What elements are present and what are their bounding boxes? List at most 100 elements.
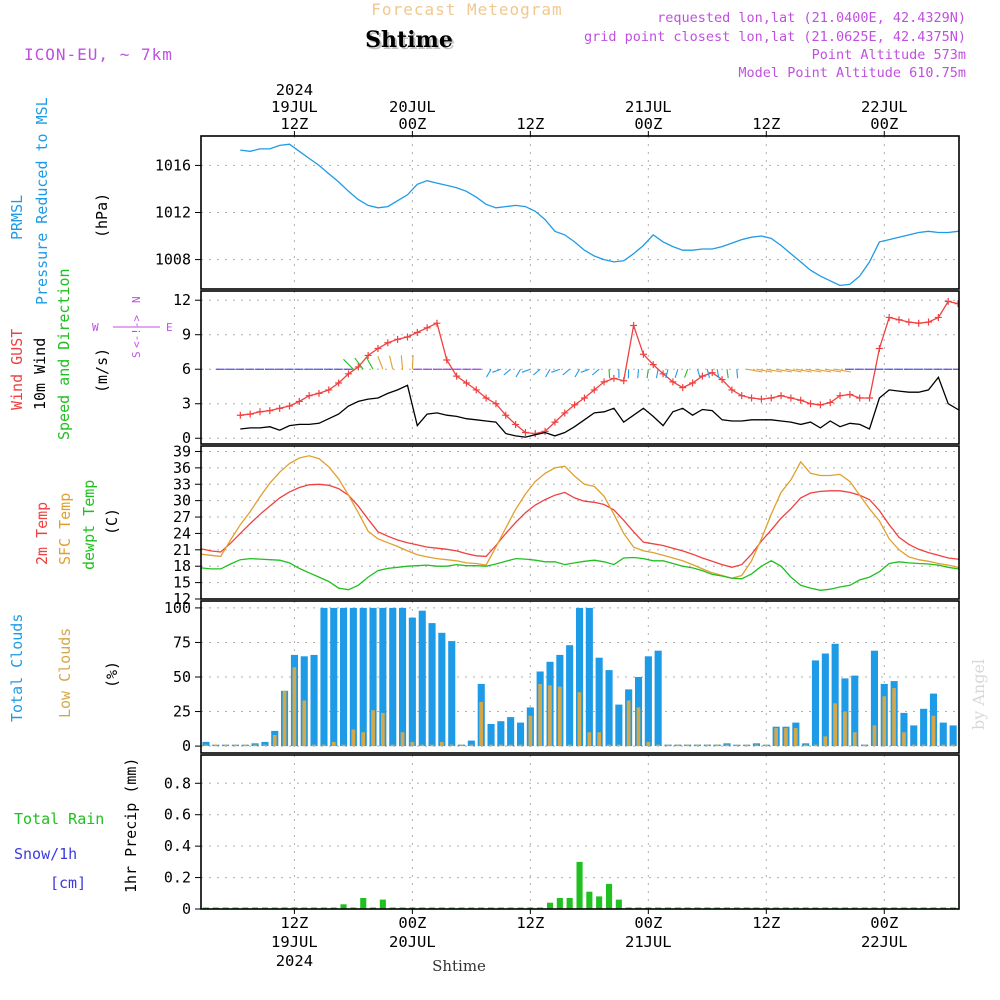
label-total-rain: Total Rain: [14, 810, 104, 828]
gust-marker: [846, 391, 854, 399]
wind-direction-arrow: [591, 368, 600, 376]
label-c: (C): [103, 508, 121, 535]
bar-low-clouds: [971, 745, 975, 747]
bar-low-clouds: [410, 741, 415, 746]
bar-total-clouds: [615, 704, 623, 747]
gust-marker: [836, 392, 844, 400]
bar-low-clouds: [951, 744, 955, 747]
bar-low-clouds: [813, 744, 818, 747]
bar-total-clouds: [349, 607, 357, 747]
bar-low-clouds: [744, 744, 749, 747]
gust-marker: [512, 420, 520, 428]
bar-total-clouds: [939, 722, 947, 747]
y-tick-label: 36: [173, 459, 191, 477]
bar-rain: [615, 899, 622, 909]
bar-total-clouds: [654, 650, 662, 746]
wind-direction-arrow: [746, 368, 763, 373]
bar-low-clouds: [390, 744, 395, 747]
gust-marker: [521, 428, 529, 436]
y-tick-label: 27: [173, 508, 191, 526]
bar-low-clouds: [715, 744, 719, 747]
bar-low-clouds: [695, 744, 700, 747]
gust-marker: [295, 397, 303, 405]
bar-low-clouds: [449, 744, 454, 747]
panel-label-precip: Total Rain Snow/1h [cm] 1hr Precip (mm): [14, 758, 140, 893]
bar-total-clouds: [910, 725, 918, 747]
gust-marker: [787, 394, 795, 402]
gust-marker: [738, 392, 746, 400]
gust-marker: [285, 402, 293, 410]
y-tick-label: 12: [173, 291, 191, 309]
series-line-pressure: [240, 143, 959, 287]
bar-low-clouds: [538, 683, 542, 747]
y-tick-label: 15: [173, 574, 191, 592]
panel-label-temp: 2m Temp SFC Temp dewpt Temp (C): [33, 480, 121, 570]
y-tick-label: 3: [182, 395, 191, 413]
wind-direction-arrow: [736, 369, 739, 379]
bar-low-clouds: [734, 744, 739, 747]
bar-rain: [989, 908, 995, 910]
top-time-label: 2024: [276, 81, 313, 99]
bar-low-clouds: [636, 707, 641, 747]
gust-marker: [374, 345, 382, 353]
bar-low-clouds: [676, 744, 680, 747]
label-total-clouds: Total Clouds: [8, 614, 26, 722]
bar-total-clouds: [605, 670, 613, 747]
wind-direction-arrow: [665, 369, 669, 379]
bar-rain: [980, 908, 986, 910]
gust-marker: [590, 386, 598, 394]
label-hpa: (hPa): [93, 193, 111, 238]
gust-marker: [492, 400, 500, 408]
gust-marker: [482, 394, 490, 402]
bar-total-clouds: [389, 607, 397, 747]
bar-low-clouds: [961, 745, 965, 747]
y-tick-label: 24: [173, 524, 191, 542]
bar-low-clouds: [872, 725, 877, 747]
bar-low-clouds: [843, 711, 847, 746]
label-precip-mm: 1hr Precip (mm): [122, 758, 140, 893]
bar-total-clouds: [851, 675, 859, 747]
wind-direction-arrow: [521, 368, 531, 373]
bar-low-clouds: [793, 728, 798, 747]
gust-marker: [433, 319, 441, 327]
bar-rain: [606, 883, 613, 909]
bar-low-clouds: [666, 744, 670, 747]
bar-total-clouds: [438, 632, 446, 747]
top-time-label: 00Z: [398, 115, 426, 133]
bar-low-clouds: [243, 744, 248, 747]
gust-marker: [905, 318, 913, 326]
wind-direction-arrow: [545, 368, 551, 378]
gust-marker: [718, 376, 726, 384]
series-group: [202, 861, 995, 910]
series-group: [201, 455, 959, 591]
wind-direction-arrow: [354, 357, 364, 370]
bar-low-clouds: [764, 744, 769, 747]
bottom-time-label: 21JUL: [625, 933, 672, 951]
bottom-time-label: 22JUL: [861, 933, 908, 951]
bar-low-clouds: [941, 744, 946, 747]
bar-low-clouds: [341, 744, 346, 747]
bar-low-clouds: [784, 728, 788, 747]
bar-low-clouds: [499, 744, 503, 747]
gust-marker: [964, 331, 971, 338]
gust-marker: [325, 386, 333, 394]
gust-marker: [915, 319, 923, 327]
gust-marker: [944, 297, 952, 305]
panel-3: 0 25 50 75 100: [164, 599, 975, 755]
gust-marker: [335, 379, 343, 387]
bar-low-clouds: [263, 744, 267, 747]
bottom-time-label: 12Z: [280, 914, 308, 932]
wind-direction-arrow: [756, 368, 773, 373]
gust-marker: [443, 356, 451, 364]
gust-marker: [934, 313, 942, 321]
bottom-time-label: 00Z: [870, 914, 898, 932]
gust-marker: [856, 394, 864, 402]
top-time-label: 19JUL: [271, 98, 318, 116]
gust-marker: [276, 404, 284, 412]
bar-total-clouds: [517, 722, 525, 747]
bar-rain: [576, 861, 583, 909]
y-tick-label: 0.2: [164, 869, 191, 887]
bar-low-clouds: [351, 729, 356, 747]
gust-marker: [689, 379, 697, 387]
label-gust: Wind GUST: [8, 329, 26, 410]
